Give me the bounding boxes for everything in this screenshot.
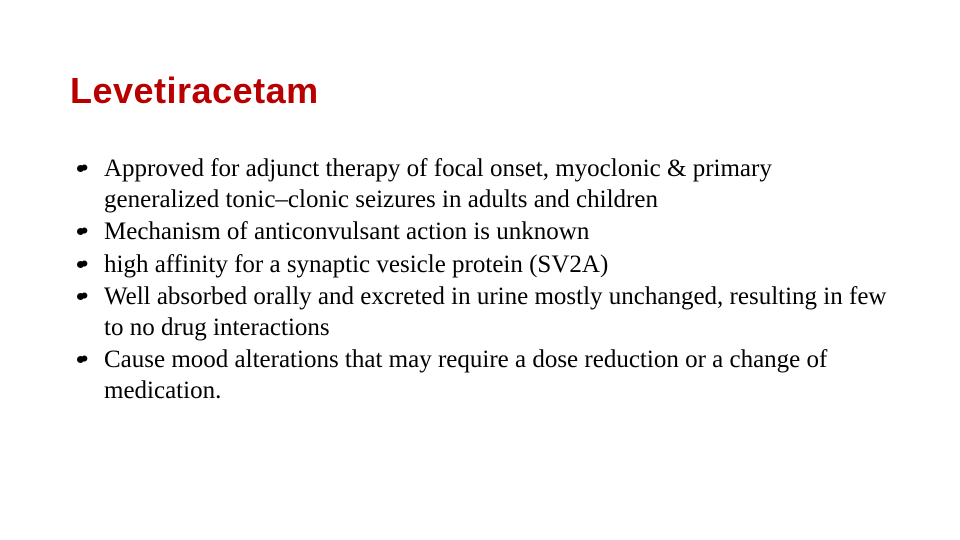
- bullet-item: Approved for adjunct therapy of focal on…: [98, 154, 890, 215]
- slide: Levetiracetam Approved for adjunct thera…: [0, 0, 960, 540]
- bullet-item: Well absorbed orally and excreted in uri…: [98, 282, 890, 343]
- bullet-list: Approved for adjunct therapy of focal on…: [70, 154, 890, 406]
- bullet-item: high affinity for a synaptic vesicle pro…: [98, 250, 890, 281]
- slide-title: Levetiracetam: [70, 70, 890, 112]
- bullet-item: Mechanism of anticonvulsant action is un…: [98, 217, 890, 248]
- bullet-item: Cause mood alterations that may require …: [98, 345, 890, 406]
